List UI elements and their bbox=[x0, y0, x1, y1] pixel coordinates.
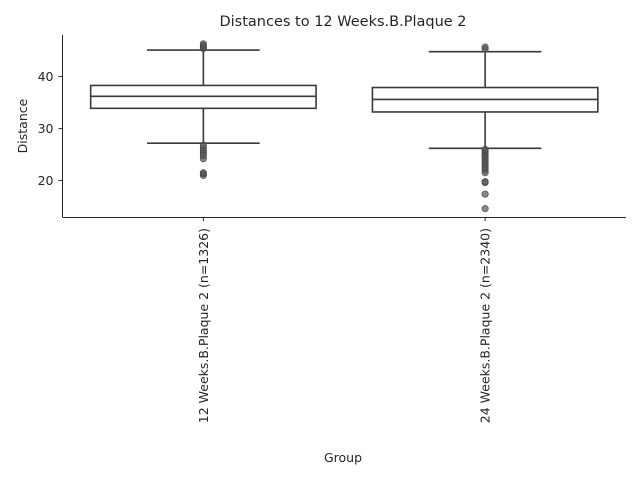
chart-title: Distances to 12 Weeks.B.Plaque 2 bbox=[219, 14, 466, 30]
outlier-point bbox=[481, 205, 489, 213]
y-tick-label: 20 bbox=[38, 173, 54, 188]
outlier-point bbox=[481, 145, 489, 153]
outlier-point bbox=[481, 190, 489, 198]
box-group bbox=[89, 40, 317, 179]
y-tick-label: 30 bbox=[38, 121, 54, 136]
y-tick-label: 40 bbox=[38, 69, 54, 84]
y-axis-ticks: 20 30 40 bbox=[38, 69, 63, 188]
plot-area bbox=[89, 40, 599, 213]
x-axis-label: Group bbox=[324, 450, 362, 465]
x-tick-label: 12 Weeks.B.Plaque 2 (n=1326) bbox=[196, 228, 211, 423]
outlier-point bbox=[481, 43, 489, 51]
box-group bbox=[371, 43, 599, 213]
y-axis-label: Distance bbox=[15, 98, 30, 153]
outlier-point bbox=[199, 141, 207, 149]
x-axis-ticks: 12 Weeks.B.Plaque 2 (n=1326) 24 Weeks.B.P… bbox=[196, 217, 493, 423]
outlier-point bbox=[199, 40, 207, 48]
x-tick-label: 24 Weeks.B.Plaque 2 (n=2340) bbox=[478, 228, 493, 423]
outlier-point bbox=[199, 169, 207, 177]
outlier-point bbox=[481, 178, 489, 186]
